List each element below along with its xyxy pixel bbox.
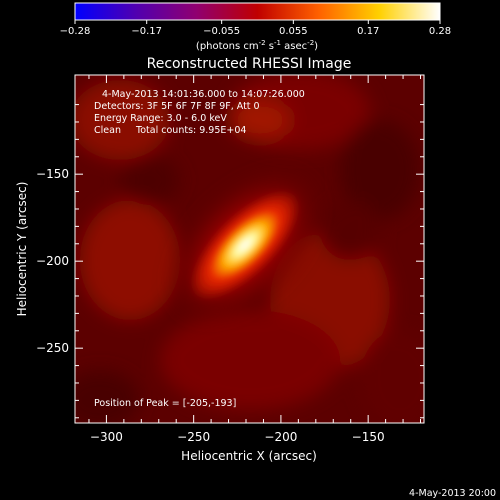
footer-timestamp: 4-May-2013 20:00 xyxy=(409,488,496,499)
y-tick-label: −200 xyxy=(36,254,69,268)
peak-position-label: Position of Peak = [-205,-193] xyxy=(94,398,236,409)
x-tick-label: −300 xyxy=(90,430,123,444)
annotation-detectors: Detectors: 3F 5F 6F 7F 8F 9F, Att 0 xyxy=(94,101,260,112)
colorbar-tick-label: 0.17 xyxy=(357,26,379,37)
x-tick-label: −250 xyxy=(177,430,210,444)
colorbar-ticks: −0.28 −0.17 −0.055 0.055 0.17 0.28 xyxy=(60,20,451,37)
y-tick-label: −250 xyxy=(36,341,69,355)
colorbar-tick-label: 0.055 xyxy=(279,26,308,37)
background-emission xyxy=(75,75,424,423)
x-axis-label: Heliocentric X (arcsec) xyxy=(181,449,317,463)
y-axis: −150 −200 −250 xyxy=(36,104,424,419)
plot-frame xyxy=(74,74,425,424)
y-tick-label: −150 xyxy=(36,167,69,181)
colorbar: −0.28 −0.17 −0.055 0.055 0.17 0.28 (photons c… xyxy=(60,2,451,52)
heatmap-image xyxy=(75,75,424,423)
colorbar-tick-label: −0.055 xyxy=(203,26,240,37)
x-tick-label: −200 xyxy=(264,430,297,444)
flare-source xyxy=(189,189,301,301)
annotation-energy: Energy Range: 3.0 - 6.0 keV xyxy=(94,113,227,124)
colorbar-tick-label: −0.17 xyxy=(131,26,162,37)
x-tick-label: −150 xyxy=(352,430,385,444)
chart-title: Reconstructed RHESSI Image xyxy=(147,56,352,72)
x-axis: −300 −250 −200 −150 xyxy=(88,75,422,444)
annotation-block: 4-May-2013 14:01:36.000 to 14:07:26.000 … xyxy=(94,89,305,136)
y-axis-label: Heliocentric Y (arcsec) xyxy=(15,182,29,317)
annotation-clean: Clean Total counts: 9.95E+04 xyxy=(94,125,246,136)
annotation-time: 4-May-2013 14:01:36.000 to 14:07:26.000 xyxy=(102,89,305,100)
colorbar-unit-label: (photons cm-2 s-1 asec-2) xyxy=(196,39,318,52)
colorbar-tick-label: 0.28 xyxy=(429,26,451,37)
colorbar-tick-label: −0.28 xyxy=(60,26,91,37)
colorbar-strip xyxy=(74,2,441,21)
